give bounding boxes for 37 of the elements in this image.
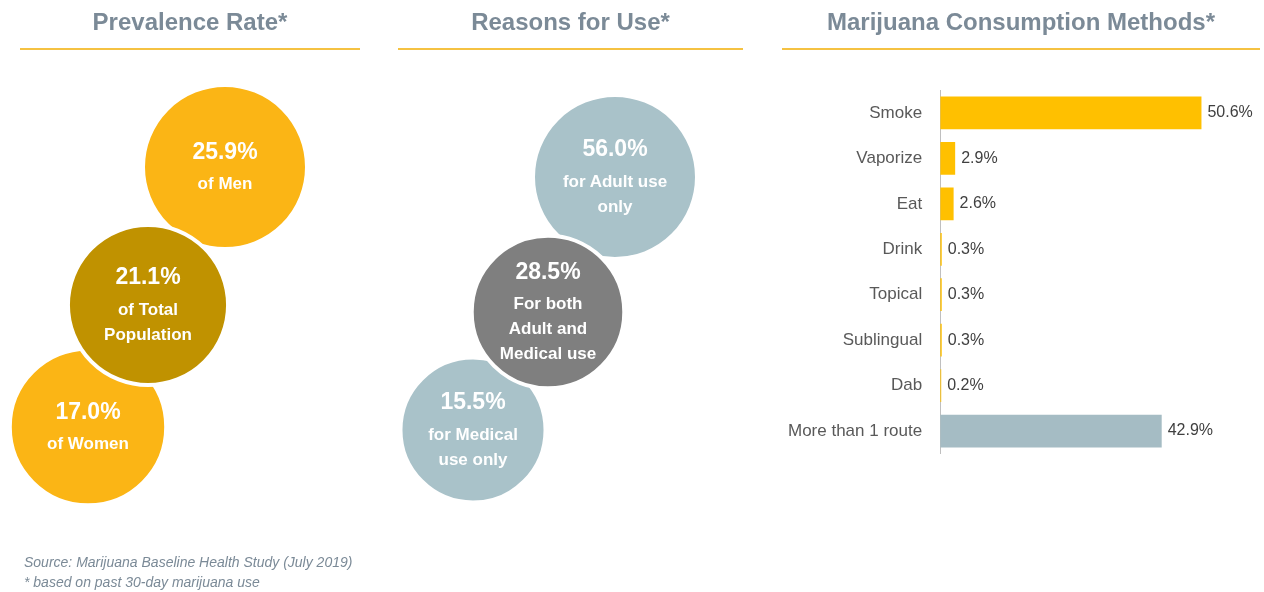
- data-label: 50.6%: [1207, 103, 1253, 121]
- text: * based on past 30-day marijuana use: [24, 573, 261, 592]
- bar: [940, 187, 954, 221]
- data-label: 17.0%: [55, 397, 121, 424]
- data-label: 15.5%: [440, 388, 506, 415]
- text: Reasons for Use*: [398, 0, 743, 50]
- data-label: 42.9%: [1167, 421, 1214, 439]
- y-tick-label: Smoke: [869, 102, 923, 122]
- data-label: 2.6%: [959, 194, 997, 212]
- y-tick-label: Eat: [896, 193, 923, 213]
- data-label: 0.3%: [947, 285, 985, 303]
- data-label: 0.3%: [947, 330, 985, 348]
- data-label: 0.3%: [947, 239, 985, 257]
- y-tick-label: Sublingual: [842, 329, 923, 349]
- y-tick-label: Drink: [882, 238, 923, 258]
- y-tick-label: Dab: [891, 375, 923, 395]
- category-label: for Adult use only: [562, 171, 668, 216]
- category-label: of Women: [47, 434, 129, 454]
- category-label: of Total Population: [104, 299, 192, 344]
- text: Prevalence Rate*: [20, 0, 360, 50]
- bar: [940, 142, 956, 175]
- data-label: 56.0%: [582, 135, 648, 162]
- category-label: of Men: [197, 174, 253, 194]
- bar: [940, 96, 1202, 130]
- source-note: Source: Marijuana Baseline Health Study (July 2019): [24, 553, 353, 572]
- bar: [940, 414, 1162, 448]
- data-label: 0.2%: [947, 376, 984, 394]
- data-label: 28.5%: [515, 257, 581, 284]
- y-tick-label: More than 1 route: [787, 420, 923, 440]
- y-tick-label: Topical: [869, 284, 923, 304]
- y-tick-label: Vaporize: [856, 148, 923, 168]
- data-label: 2.9%: [961, 148, 998, 166]
- data-label: 21.1%: [115, 263, 181, 290]
- chart-title: Marijuana Consumption Methods*: [782, 0, 1260, 50]
- category-label: for Medical use only: [428, 424, 518, 469]
- category-label: For both Adult and Medical use: [499, 294, 597, 364]
- data-label: 25.9%: [192, 137, 258, 164]
